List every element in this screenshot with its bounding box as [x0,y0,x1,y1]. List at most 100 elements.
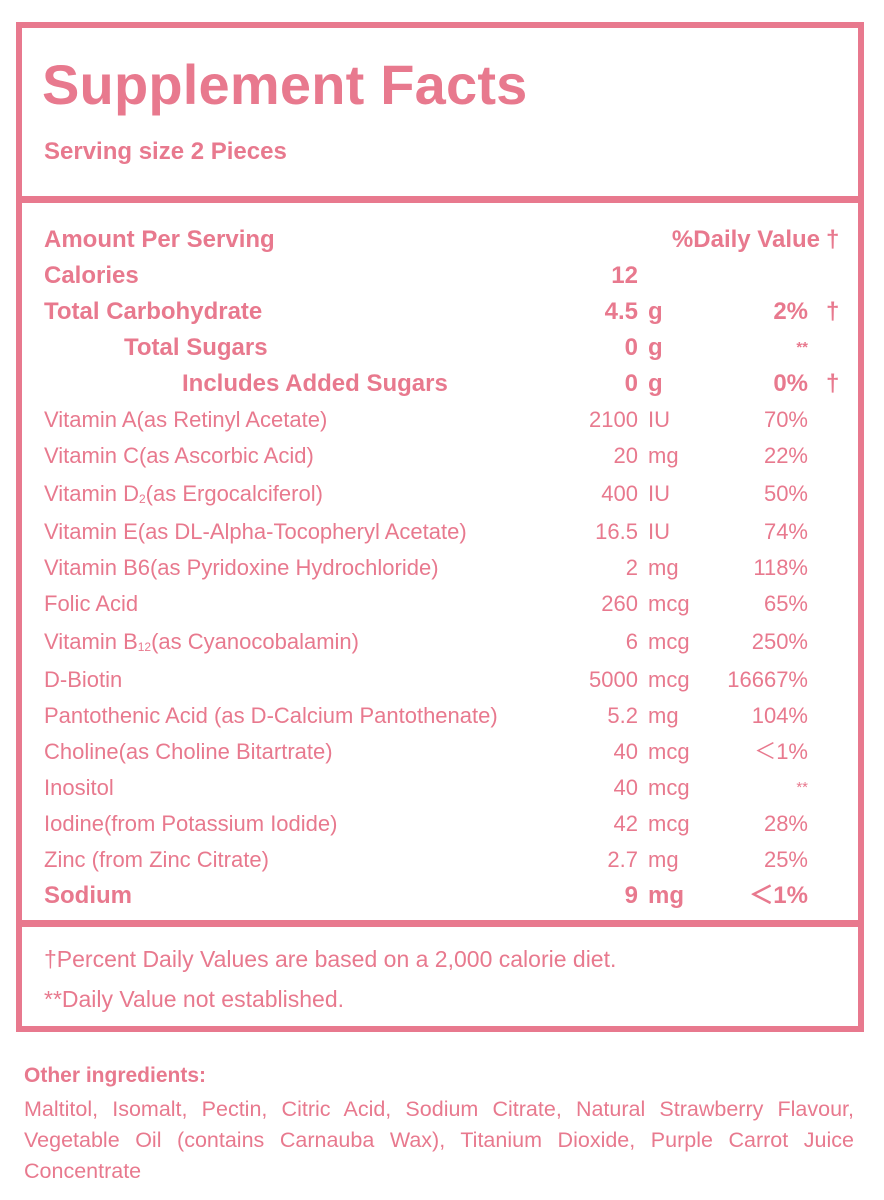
nutrient-amount: 40 [613,775,638,800]
nutrient-row: Total Carbohydrate 4.5 g 2% † [22,294,858,330]
nutrient-unit: mg [648,443,679,468]
nutrient-row: D-Biotin 5000 mcg 16667% [22,662,858,698]
nutrient-unit: IU [648,407,670,432]
nutrient-row: Includes Added Sugars 0 g 0% † [22,366,858,402]
nutrient-daily-value: 28% [763,811,808,836]
nutrient-name: Vitamin C(as Ascorbic Acid) [44,443,314,468]
other-ingredients-text: Maltitol, Isomalt, Pectin, Citric Acid, … [24,1097,854,1183]
nutrient-amount: 16.5 [595,519,638,544]
nutrient-row: Vitamin B6(as Pyridoxine Hydrochloride) … [22,550,858,586]
nutrient-row: Total Sugars 0 g ** [22,330,858,366]
nutrient-name: Zinc (from Zinc Citrate) [44,847,269,872]
nutrient-amount: 400 [601,481,638,506]
nutrient-row: Vitamin E(as DL-Alpha-Tocopheryl Acetate… [22,514,858,550]
thick-divider-top [22,196,858,203]
nutrient-daily-value: ＜1% [749,882,808,909]
nutrient-amount: 2100 [589,407,638,432]
nutrient-daily-value: 16667% [727,667,808,692]
nutrient-name-subscript: 2 [138,492,146,506]
nutrient-name: Choline(as Choline Bitartrate) [44,739,333,764]
nutrient-row: Vitamin D2(as Ergocalciferol) 400 IU 50% [22,476,858,512]
nutrient-name: Vitamin E(as DL-Alpha-Tocopheryl Acetate… [44,519,467,544]
nutrient-daily-value: ＜1% [754,739,808,764]
other-ingredients-heading: Other ingredients: [24,1064,207,1087]
nutrient-name: D-Biotin [44,667,123,692]
nutrient-name: Iodine(from Potassium Iodide) [44,811,338,836]
nutrient-amount: 6 [625,629,638,654]
nutrient-dagger: † [826,370,840,397]
panel-title: Supplement Facts [42,53,528,116]
nutrient-row: Folic Acid 260 mcg 65% [22,586,858,622]
nutrient-name-main: Vitamin B [44,629,138,654]
nutrient-row: Vitamin C(as Ascorbic Acid) 20 mg 22% [22,438,858,474]
nutrient-unit: mcg [648,667,690,692]
nutrient-daily-value: 104% [751,703,808,728]
nutrient-name: Vitamin B12(as Cyanocobalamin) [44,624,359,663]
nutrient-amount: 42 [613,811,638,836]
nutrient-unit: mg [648,847,679,872]
nutrient-name: Vitamin B6(as Pyridoxine Hydrochloride) [44,555,439,580]
supplement-facts-panel: Supplement Facts Serving size 2 Pieces A… [16,22,864,1032]
nutrient-unit: mcg [648,739,690,764]
nutrient-name: Total Carbohydrate [44,298,263,325]
nutrient-amount: 2 [625,555,638,580]
nutrient-name: Sodium [44,882,132,909]
nutrient-daily-value: 65% [763,591,808,616]
nutrient-name: Calories [44,262,139,289]
nutrient-amount: 20 [613,443,638,468]
header-dagger: † [826,226,840,253]
footnote-percent-daily-values: †Percent Daily Values are based on a 2,0… [44,946,617,972]
nutrient-name-detail: (as Cyanocobalamin) [151,629,359,654]
thick-divider-bottom [22,920,858,927]
nutrient-name: Total Sugars [124,334,268,361]
header-daily-value: %Daily Value [671,226,820,253]
nutrient-name: Inositol [44,775,114,800]
nutrient-unit: mcg [648,629,690,654]
nutrient-name-detail: (as Ergocalciferol) [145,481,323,506]
nutrient-row: Pantothenic Acid (as D-Calcium Pantothen… [22,698,858,734]
nutrient-row: Vitamin B12(as Cyanocobalamin) 6 mcg 250… [22,624,858,660]
nutrient-daily-value: 25% [763,847,808,872]
nutrient-name: Vitamin D2(as Ergocalciferol) [44,476,323,515]
nutrient-daily-value: ** [796,339,808,356]
nutrient-row: Vitamin A(as Retinyl Acetate) 2100 IU 70… [22,402,858,438]
nutrient-daily-value: 74% [763,519,808,544]
nutrient-amount: 0 [624,334,638,361]
nutrient-amount: 40 [613,739,638,764]
nutrient-amount: 260 [601,591,638,616]
nutrient-unit: g [648,370,663,397]
nutrient-unit: mg [648,703,679,728]
nutrient-daily-value: 50% [763,481,808,506]
nutrient-row: Iodine(from Potassium Iodide) 42 mcg 28% [22,806,858,842]
nutrient-daily-value: 250% [751,629,808,654]
nutrient-daily-value: ** [796,779,808,796]
nutrient-amount: 4.5 [604,298,638,325]
nutrient-row: Zinc (from Zinc Citrate) 2.7 mg 25% [22,842,858,878]
nutrient-unit: mg [648,555,679,580]
nutrient-unit: IU [648,519,670,544]
nutrient-unit: g [648,334,663,361]
nutrient-amount: 5000 [589,667,638,692]
nutrient-row: Calories 12 [22,258,858,294]
nutrient-unit: g [648,298,663,325]
header-amount-per-serving: Amount Per Serving [44,226,275,253]
nutrient-amount: 2.7 [607,847,638,872]
nutrient-daily-value: 0% [773,370,808,397]
nutrient-name-subscript: 12 [137,640,152,654]
nutrient-amount: 0 [624,370,638,397]
nutrient-amount: 9 [624,882,638,909]
nutrient-dagger: † [826,298,840,325]
nutrient-daily-value: 70% [763,407,808,432]
nutrient-amount: 5.2 [607,703,638,728]
nutrient-name: Includes Added Sugars [182,370,448,397]
nutrient-name: Vitamin A(as Retinyl Acetate) [44,407,328,432]
serving-size: Serving size 2 Pieces [44,138,287,165]
nutrient-unit: mcg [648,811,690,836]
nutrient-row: Sodium 9 mg ＜1% [22,878,858,914]
footnote-not-established: **Daily Value not established. [44,986,345,1012]
nutrient-name: Folic Acid [44,591,139,616]
nutrient-unit: mcg [648,591,690,616]
nutrient-daily-value: 118% [753,555,808,580]
nutrient-row: Choline(as Choline Bitartrate) 40 mcg ＜1… [22,734,858,770]
nutrient-unit: IU [648,481,670,506]
